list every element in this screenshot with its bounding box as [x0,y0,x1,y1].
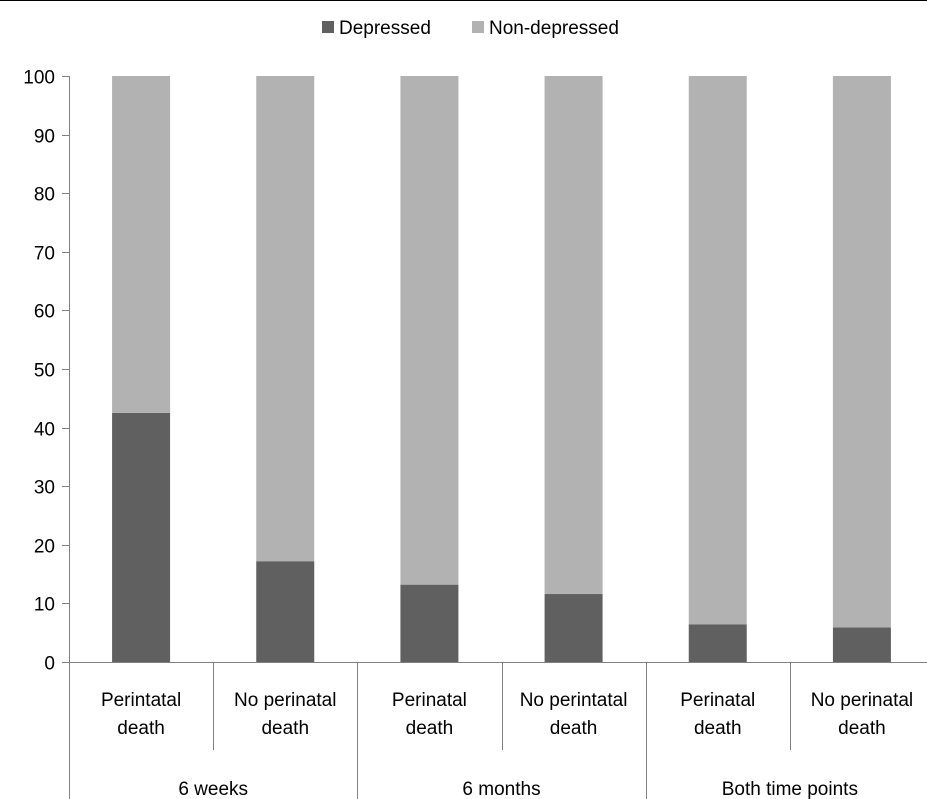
legend-label-depressed: Depressed [339,18,431,39]
legend: Depressed Non-depressed [322,18,619,39]
category-label: Perinatal [392,690,467,711]
category-label: Perintatal [101,690,181,711]
category-label: death [406,718,454,739]
bar-depressed-2 [256,561,315,662]
y-tick-label: 10 [34,595,55,616]
bar-non-depressed-3 [400,76,459,585]
category-label: death [261,718,309,739]
bar-depressed-3 [400,584,459,662]
group-label: 6 weeks [178,779,248,799]
x-axis: Perintatal death No perinatal death Perinata… [69,662,927,799]
bar-depressed-6 [832,627,891,662]
bar-depressed-5 [688,624,747,662]
bar-non-depressed-2 [256,76,315,562]
y-tick-label: 50 [34,361,55,382]
group-label: Both time points [722,779,858,799]
legend-label-non-depressed: Non-depressed [489,18,619,39]
group-label: 6 months [462,779,540,799]
y-tick-label: 70 [34,244,55,265]
y-tick-label: 90 [34,127,55,148]
category-label: No perinatal [234,690,336,711]
legend-swatch-depressed [322,21,334,33]
y-tick-label: 0 [44,654,55,675]
category-label: death [117,718,165,739]
category-label: death [838,718,886,739]
bar-depressed-1 [112,412,171,662]
category-label: No perinatal [811,690,913,711]
bar-non-depressed-6 [832,76,891,628]
y-tick-label: 40 [34,420,55,441]
bar-non-depressed-5 [688,76,747,625]
category-label: death [550,718,598,739]
bar-non-depressed-1 [112,76,171,413]
category-label: death [694,718,742,739]
category-label: Perinatal [680,690,755,711]
y-axis: 0 10 20 30 40 50 60 70 80 90 100 [23,68,70,675]
y-tick-label: 30 [34,478,55,499]
y-tick-label: 20 [34,537,55,558]
category-label: No perintatal [520,690,628,711]
y-tick-label: 60 [34,302,55,323]
y-tick-label: 80 [34,185,55,206]
legend-swatch-non-depressed [472,21,484,33]
y-tick-label: 100 [23,68,55,89]
bar-non-depressed-4 [544,76,603,595]
bar-depressed-4 [544,594,603,662]
bars [112,76,891,662]
